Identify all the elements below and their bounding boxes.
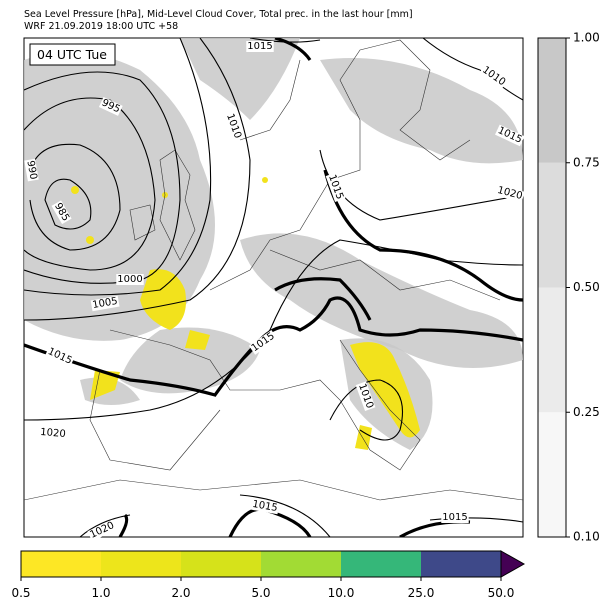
cloud-colorbar: 0.10 0.25 0.50 0.75 1.00: [537, 31, 600, 544]
coastlines: [24, 39, 523, 501]
isobar-label-bg: [250, 498, 280, 515]
isobar-label-bg: [87, 519, 117, 542]
title-line-1: Sea Level Pressure [hPa], Mid-Level Clou…: [24, 9, 413, 20]
time-label: 04 UTC Tue: [37, 47, 107, 62]
colorbar-segment: [101, 551, 181, 577]
colorbar-tick-label: 0.10: [573, 530, 600, 544]
isobar-label-bg: [355, 381, 376, 411]
isobar-label-bg: [38, 426, 68, 441]
colorbar-tick-label: 10.0: [328, 586, 355, 600]
colorbar-tick-label: 0.50: [573, 280, 600, 294]
isobar-label: 1015: [247, 41, 272, 52]
isobar-label-bg: [495, 184, 525, 203]
isobar-label: 1005: [92, 296, 119, 311]
colorbar-tick-label: 25.0: [408, 586, 435, 600]
isobar-label-bg: [441, 512, 469, 523]
colorbar-tick-label: 0.25: [573, 405, 600, 419]
isobar-label: 1015: [442, 512, 467, 523]
isobar-label-bg: [116, 274, 144, 285]
isobar-label: 1020: [40, 427, 66, 440]
isobar-label-bg: [246, 41, 274, 52]
colorbar-segment: [181, 551, 261, 577]
isobar-label-bg: [248, 330, 278, 355]
colorbar-segment: [538, 287, 566, 413]
isobar-label: 1015: [251, 499, 278, 514]
colorbar-tick-label: 1.0: [91, 586, 110, 600]
colorbar-segment: [21, 551, 101, 577]
isobar-label-bg: [479, 64, 509, 89]
map: 04 UTC Tue 10151010101510201015101099599…: [23, 37, 525, 542]
colorbar-segment: [538, 162, 566, 288]
isobars: [24, 38, 523, 537]
isobar-label-bg: [223, 111, 244, 141]
isobar-label: 990: [24, 160, 38, 181]
colorbar-tick-label: 0.5: [11, 586, 30, 600]
colorbar-segment: [261, 551, 341, 577]
map-layers: [24, 38, 523, 537]
isobar-label-bg: [51, 200, 72, 225]
isobar-label-bg: [24, 158, 39, 182]
colorbar-tick-label: 2.0: [171, 586, 190, 600]
isobar-label: 1000: [117, 274, 142, 285]
colorbar-segment: [538, 412, 566, 537]
isobar-label-bg: [325, 172, 346, 202]
colorbar-segment: [341, 551, 421, 577]
colorbar-segment: [538, 38, 566, 163]
isobar-label-bg: [98, 97, 123, 116]
colorbar-tick-label: 50.0: [488, 586, 515, 600]
precip-colorbar: 0.5 1.0 2.0 5.0 10.0 25.0 50.0: [11, 550, 526, 600]
isobar-label-bg: [45, 345, 75, 368]
title-line-2: WRF 21.09.2019 18:00 UTC +58: [24, 21, 178, 32]
colorbar-extend: [500, 550, 526, 578]
colorbar-segment: [421, 551, 501, 577]
colorbar-tick-label: 5.0: [251, 586, 270, 600]
colorbar-tick-label: 0.75: [573, 155, 600, 169]
isobar-label-bg: [90, 295, 120, 312]
time-label-box: [29, 43, 116, 66]
isobar-label-bg: [495, 124, 525, 147]
colorbar-tick-label: 1.00: [573, 31, 600, 45]
